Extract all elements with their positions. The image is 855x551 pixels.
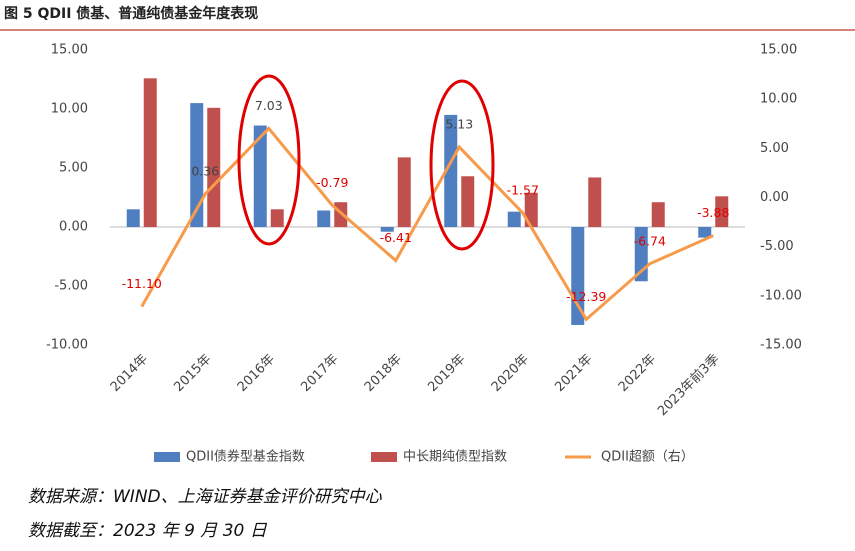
- x-tick-label: 2018年: [362, 352, 405, 395]
- x-tick-label: 2015年: [171, 352, 214, 395]
- y-tick-label: -5.00: [54, 279, 88, 294]
- x-tick-label: 2014年: [108, 352, 151, 395]
- y2-tick-label: 10.00: [760, 92, 797, 107]
- y2-tick-label: 15.00: [760, 43, 797, 58]
- data-label: -6.74: [634, 233, 666, 248]
- data-label: -0.79: [316, 175, 348, 190]
- data-label: -3.88: [697, 205, 729, 220]
- bar: [397, 157, 411, 227]
- x-tick-label: 2016年: [235, 352, 278, 395]
- data-label: -12.39: [566, 289, 606, 304]
- data-label: -11.10: [122, 276, 162, 291]
- y-tick-label: 5.00: [59, 161, 88, 176]
- x-tick-label: 2022年: [616, 352, 659, 395]
- y2-tick-label: -5.00: [760, 239, 794, 254]
- x-tick-label: 2023年前3季: [654, 351, 722, 419]
- bar: [444, 114, 458, 227]
- bar: [380, 227, 394, 232]
- bar: [126, 209, 140, 227]
- chart-title: 图 5 QDII 债基、普通纯债基金年度表现: [4, 5, 258, 22]
- legend-label: QDII超额（右）: [601, 450, 694, 465]
- highlight-ellipse: [237, 74, 301, 246]
- y2-tick-label: 0.00: [760, 190, 789, 205]
- data-label: 5.13: [445, 117, 473, 132]
- bar: [651, 202, 665, 227]
- data-label: -1.57: [507, 182, 539, 197]
- plot: -10.00 -5.00 0.00 5.00 10.00 15.00 -15.00 -10.0…: [46, 43, 802, 465]
- data-label: 0.36: [191, 163, 219, 178]
- bar: [207, 107, 221, 227]
- legend-swatch: [154, 452, 180, 462]
- bar: [190, 103, 204, 227]
- data-label: -6.41: [380, 230, 412, 245]
- legend-label: QDII债券型基金指数: [186, 449, 305, 465]
- bar: [524, 192, 538, 227]
- bar: [253, 125, 267, 227]
- x-tick-label: 2017年: [298, 352, 341, 395]
- y2-tick-label: -15.00: [760, 338, 802, 353]
- x-tick-label: 2019年: [425, 352, 468, 395]
- legend-swatch: [371, 452, 397, 462]
- x-tick-label: 2020年: [489, 352, 532, 395]
- source-note: 数据来源：WIND、上海证券基金评价研究中心: [28, 487, 383, 507]
- y-tick-label: 15.00: [51, 43, 88, 58]
- bar: [461, 176, 475, 227]
- y-tick-label: 0.00: [59, 220, 88, 235]
- y-tick-label: -10.00: [46, 338, 88, 353]
- bar: [270, 209, 284, 227]
- bar: [143, 78, 157, 227]
- bar: [588, 177, 602, 227]
- highlight-ellipse: [429, 79, 495, 251]
- y2-tick-label: 5.00: [760, 141, 789, 156]
- y-tick-label: 10.00: [51, 102, 88, 117]
- legend-label: 中长期纯债型指数: [403, 450, 507, 465]
- bar: [715, 196, 729, 227]
- y2-tick-label: -10.00: [760, 288, 802, 303]
- x-tick-label: 2021年: [552, 352, 595, 395]
- bar: [507, 211, 521, 227]
- data-label: 7.03: [255, 98, 283, 113]
- line: [140, 126, 714, 322]
- bar: [317, 210, 331, 227]
- bar: [698, 227, 712, 238]
- date-note: 数据截至：2023 年 9 月 30 日: [28, 521, 268, 541]
